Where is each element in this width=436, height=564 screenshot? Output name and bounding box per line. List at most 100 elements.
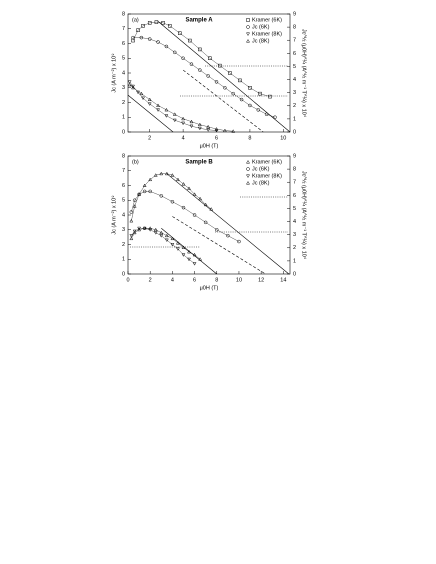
y2-tick-label: 0 bbox=[293, 129, 296, 135]
marker bbox=[132, 230, 137, 235]
y-tick-label: 1 bbox=[122, 257, 125, 263]
marker bbox=[131, 85, 135, 90]
marker bbox=[156, 40, 160, 44]
y-tick-label: 4 bbox=[122, 70, 125, 76]
marker bbox=[137, 192, 142, 196]
x-tick-label: 8 bbox=[248, 135, 251, 141]
marker bbox=[153, 227, 158, 232]
marker bbox=[159, 234, 164, 238]
y-tick-label: 4 bbox=[122, 212, 125, 218]
marker bbox=[215, 228, 219, 232]
marker bbox=[164, 107, 169, 112]
y2-tick-label: 7 bbox=[293, 38, 296, 44]
y2-tick-label: 7 bbox=[293, 180, 296, 186]
marker bbox=[136, 28, 140, 32]
y2-tick-label: 2 bbox=[293, 245, 296, 251]
y-tick-label: 5 bbox=[122, 198, 125, 204]
marker bbox=[148, 189, 152, 194]
marker bbox=[206, 124, 211, 129]
marker bbox=[142, 183, 147, 187]
marker bbox=[147, 97, 152, 101]
panel-label: (a) bbox=[132, 17, 139, 23]
marker bbox=[181, 253, 186, 257]
marker bbox=[192, 252, 197, 257]
marker bbox=[139, 35, 144, 40]
marker bbox=[176, 241, 180, 245]
marker bbox=[231, 129, 236, 133]
marker bbox=[248, 103, 252, 108]
series-line bbox=[131, 191, 240, 242]
legend-marker bbox=[246, 167, 250, 171]
marker bbox=[198, 68, 202, 72]
marker bbox=[129, 218, 134, 223]
marker bbox=[198, 257, 203, 261]
marker bbox=[129, 210, 134, 214]
x-tick-label: 6 bbox=[215, 135, 218, 141]
y2-tick-label: 2 bbox=[293, 103, 296, 109]
x-tick-label: 2 bbox=[149, 277, 152, 283]
marker bbox=[142, 189, 147, 194]
marker bbox=[153, 173, 158, 177]
marker bbox=[248, 86, 252, 90]
y2-axis-label: Jc^½ (μ0H)^¼ (A^½ m⁻¹ T^¼) x 10⁴ bbox=[301, 29, 308, 118]
y-tick-label: 8 bbox=[122, 11, 125, 17]
marker bbox=[148, 226, 153, 230]
x-axis-label: μ0H (T) bbox=[200, 285, 219, 291]
marker bbox=[131, 35, 135, 40]
marker bbox=[176, 177, 180, 182]
fit-line bbox=[166, 173, 290, 275]
marker bbox=[228, 71, 232, 75]
y-tick-label: 8 bbox=[122, 153, 125, 159]
marker bbox=[164, 171, 169, 176]
x-tick-label: 2 bbox=[148, 135, 151, 141]
marker bbox=[273, 115, 277, 119]
marker bbox=[161, 21, 165, 25]
y2-tick-label: 1 bbox=[293, 258, 296, 264]
marker bbox=[159, 194, 164, 198]
y2-tick-label: 3 bbox=[293, 90, 296, 96]
chart-title: Sample A bbox=[185, 18, 213, 24]
y2-tick-label: 9 bbox=[293, 153, 296, 159]
legend-label: Kramer (8K) bbox=[252, 173, 282, 179]
y-tick-label: 3 bbox=[122, 227, 125, 233]
y-tick-label: 5 bbox=[122, 56, 125, 62]
x-tick-label: 12 bbox=[258, 277, 264, 283]
legend-marker bbox=[246, 180, 250, 185]
marker bbox=[153, 231, 158, 235]
marker bbox=[181, 121, 186, 126]
y-tick-label: 0 bbox=[122, 129, 125, 135]
y-tick-label: 6 bbox=[122, 41, 125, 47]
legend-marker bbox=[246, 25, 250, 29]
y2-tick-label: 8 bbox=[293, 167, 296, 173]
marker bbox=[156, 108, 160, 112]
y-tick-label: 1 bbox=[122, 115, 125, 121]
marker bbox=[129, 236, 134, 241]
marker bbox=[139, 91, 144, 96]
marker bbox=[208, 56, 212, 60]
legend-label: Kramer (6K) bbox=[252, 17, 282, 23]
marker bbox=[147, 37, 152, 41]
marker bbox=[137, 227, 142, 232]
marker bbox=[181, 56, 185, 60]
marker bbox=[187, 249, 191, 254]
marker bbox=[127, 82, 132, 87]
y-tick-label: 3 bbox=[122, 85, 125, 91]
marker bbox=[164, 233, 169, 238]
legend-label: Jc (8K) bbox=[252, 38, 270, 44]
y2-tick-label: 9 bbox=[293, 11, 296, 17]
y-tick-label: 2 bbox=[122, 242, 125, 248]
marker bbox=[189, 62, 194, 66]
legend-marker bbox=[246, 32, 250, 37]
series-line bbox=[132, 21, 271, 97]
y-axis-label: Jc (A m⁻²) x 10⁹ bbox=[110, 53, 117, 92]
marker bbox=[192, 192, 197, 196]
legend-label: Kramer (8K) bbox=[252, 31, 282, 37]
legend-label: Jc (8K) bbox=[252, 180, 270, 186]
marker bbox=[223, 86, 227, 90]
fit-line bbox=[127, 94, 174, 133]
marker bbox=[164, 44, 169, 49]
marker bbox=[226, 233, 230, 238]
marker bbox=[218, 63, 222, 68]
series-line bbox=[131, 228, 201, 260]
